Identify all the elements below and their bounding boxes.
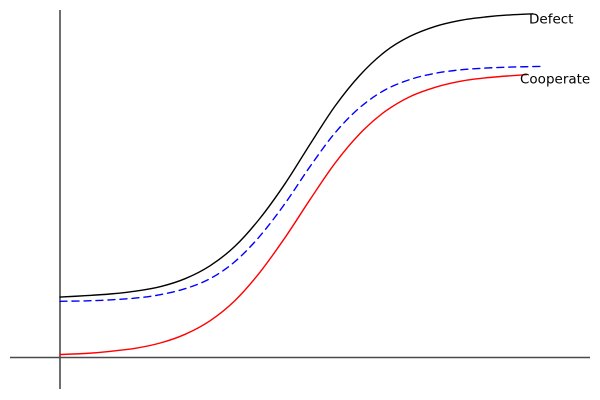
curve-cooperate bbox=[59, 74, 528, 356]
curve-middle-dashed bbox=[59, 65, 544, 302]
curves-layer bbox=[59, 13, 544, 356]
curve-defect bbox=[59, 13, 534, 298]
cooperate-curve-label: Cooperate bbox=[520, 71, 590, 87]
annotations-layer: Defect Cooperate bbox=[520, 12, 590, 88]
defect-curve-label: Defect bbox=[529, 12, 573, 28]
